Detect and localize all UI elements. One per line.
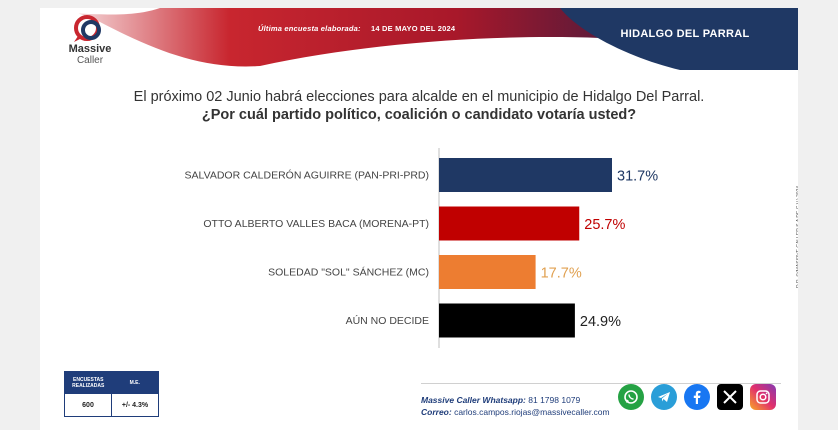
question-main: ¿Por cuál partido político, coalición o …	[201, 107, 637, 123]
logo-mark-icon	[74, 15, 101, 42]
telegram-icon[interactable]	[651, 384, 677, 410]
bar-1	[439, 206, 580, 241]
value-surveys: 600	[65, 394, 112, 416]
value-label-0: 31.7%	[617, 169, 658, 185]
question-intro: El próximo 02 Junio habrá elecciones par…	[133, 89, 705, 105]
poll-card: Última encuesta elaborada: 14 DE MAYO DE…	[40, 8, 798, 430]
contact-info: Massive Caller Whatsapp: 81 1798 1079 Co…	[421, 394, 610, 418]
contact-divider	[421, 383, 781, 384]
category-label-1: OTTO ALBERTO VALLES BACA (MORENA-PT)	[203, 218, 429, 230]
copyright-line-1: D.R. ©(MASSIVE CALLER S.A DE C.V.) 2024	[795, 186, 798, 288]
social-icons	[618, 384, 776, 410]
bar-2	[439, 255, 536, 289]
mail-label: Correo:	[421, 407, 452, 417]
banner-label: Última encuesta elaborada:	[258, 24, 361, 33]
whatsapp-icon[interactable]	[618, 384, 644, 410]
banner-text: Última encuesta elaborada: 14 DE MAYO DE…	[258, 24, 455, 33]
value-label-3: 24.9%	[580, 314, 621, 330]
logo-name: Massive	[68, 43, 112, 55]
category-label-0: SALVADOR CALDERÓN AGUIRRE (PAN-PRI-PRD)	[185, 169, 429, 182]
instagram-icon[interactable]	[750, 384, 776, 410]
value-label-1: 25.7%	[584, 217, 625, 233]
copyright-note: D.R. ©(MASSIVE CALLER S.A DE C.V.) 2024 …	[795, 186, 798, 288]
category-label-3: AÚN NO DECIDE	[346, 314, 429, 327]
value-margin-error: +/- 4.3%	[121, 401, 149, 409]
survey-info-table: ENCUESTAS REALIZADAS M.E. 600 +/- 4.3%	[64, 371, 159, 417]
whatsapp-number[interactable]: 81 1798 1079	[528, 395, 581, 405]
top-banner	[40, 8, 798, 70]
value-label-2: 17.7%	[541, 266, 582, 282]
mail-value[interactable]: carlos.campos.riojas@massivecaller.com	[454, 407, 610, 417]
category-label-2: SOLEDAD "SOL" SÁNCHEZ (MC)	[268, 266, 429, 279]
bar-chart: SALVADOR CALDERÓN AGUIRRE (PAN-PRI-PRD) 3…	[185, 148, 658, 348]
whatsapp-label: Massive Caller Whatsapp:	[421, 395, 526, 405]
x-icon[interactable]	[717, 384, 743, 410]
facebook-icon[interactable]	[684, 384, 710, 410]
banner-date: 14 DE MAYO DEL 2024	[371, 24, 456, 33]
bar-0	[439, 158, 612, 192]
header-margin-error: M.E.	[129, 380, 140, 386]
city-name: HIDALGO DEL PARRAL	[620, 28, 750, 40]
header-surveys: ENCUESTAS REALIZADAS	[72, 377, 105, 389]
bar-3	[439, 303, 575, 338]
massive-caller-logo: Massive Caller	[60, 14, 120, 68]
logo-sub: Caller	[76, 55, 104, 66]
